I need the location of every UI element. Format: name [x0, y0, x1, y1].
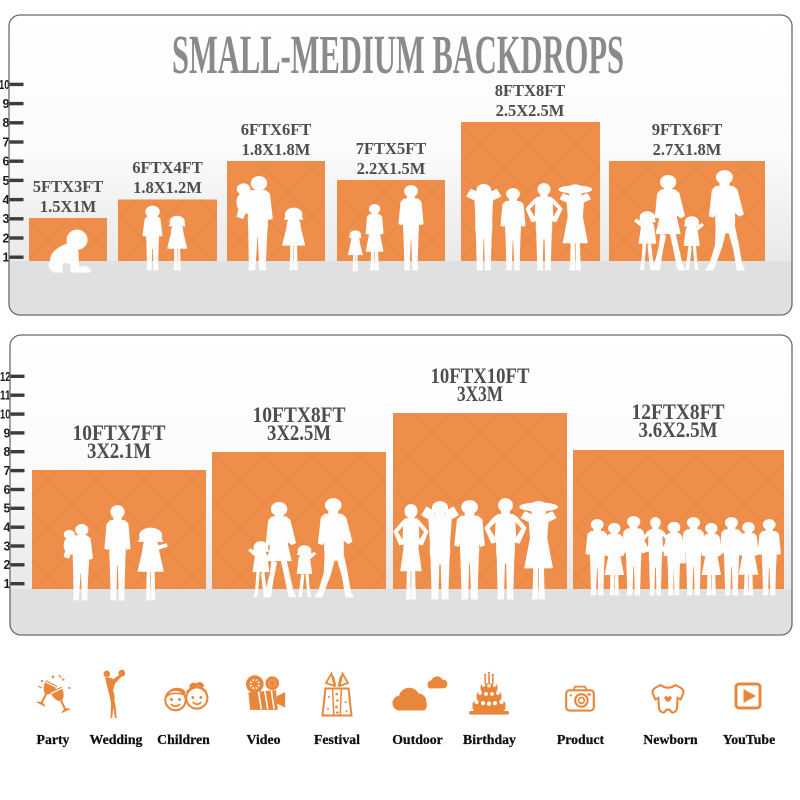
svg-text:9: 9	[3, 97, 10, 111]
svg-text:10: 10	[0, 408, 11, 422]
svg-text:3X2.5M: 3X2.5M	[267, 420, 331, 445]
svg-text:3X2.1M: 3X2.1M	[87, 438, 151, 463]
svg-text:Newborn: Newborn	[643, 732, 698, 747]
svg-text:YouTube: YouTube	[723, 732, 775, 747]
svg-text:1.5X1M: 1.5X1M	[40, 197, 97, 216]
svg-text:SMALL-MEDIUM BACKDROPS: SMALL-MEDIUM BACKDROPS	[172, 24, 624, 85]
svg-text:2: 2	[4, 558, 11, 572]
svg-text:7: 7	[3, 135, 10, 149]
svg-text:12: 12	[0, 370, 11, 384]
svg-text:5: 5	[4, 502, 11, 516]
svg-text:Video: Video	[247, 732, 281, 747]
svg-text:7FTX5FT: 7FTX5FT	[356, 139, 427, 158]
svg-text:12FTX8FT: 12FTX8FT	[632, 399, 725, 424]
svg-text:11: 11	[0, 389, 11, 403]
svg-text:2.2X1.5M: 2.2X1.5M	[357, 159, 426, 178]
svg-text:7: 7	[4, 464, 11, 478]
svg-text:2.7X1.8M: 2.7X1.8M	[653, 140, 722, 159]
svg-text:3: 3	[3, 212, 10, 226]
svg-text:1: 1	[4, 577, 11, 591]
svg-text:2.5X2.5M: 2.5X2.5M	[496, 101, 565, 120]
svg-text:Festival: Festival	[314, 732, 360, 747]
svg-text:3: 3	[4, 539, 11, 553]
svg-text:5FTX3FT: 5FTX3FT	[33, 177, 104, 196]
svg-text:1: 1	[3, 251, 10, 265]
svg-text:8FTX8FT: 8FTX8FT	[495, 81, 566, 100]
svg-text:8: 8	[4, 445, 11, 459]
svg-text:Outdoor: Outdoor	[392, 732, 443, 747]
svg-text:Wedding: Wedding	[90, 732, 143, 747]
svg-text:4: 4	[3, 193, 10, 207]
svg-text:8: 8	[3, 116, 10, 130]
svg-text:6: 6	[4, 483, 11, 497]
svg-text:Party: Party	[37, 732, 70, 747]
svg-text:9FTX6FT: 9FTX6FT	[652, 120, 723, 139]
svg-text:Children: Children	[157, 732, 210, 747]
svg-text:10FTX10FT: 10FTX10FT	[431, 363, 530, 388]
svg-text:9: 9	[4, 426, 11, 440]
svg-text:10: 10	[0, 78, 10, 92]
svg-text:10FTX8FT: 10FTX8FT	[253, 402, 346, 427]
svg-text:6FTX6FT: 6FTX6FT	[241, 120, 312, 139]
svg-text:1.8X1.2M: 1.8X1.2M	[133, 178, 202, 197]
svg-text:3.6X2.5M: 3.6X2.5M	[639, 417, 718, 442]
svg-text:2: 2	[3, 231, 10, 245]
svg-text:1.8X1.8M: 1.8X1.8M	[242, 140, 311, 159]
svg-text:Product: Product	[557, 732, 605, 747]
svg-text:6: 6	[3, 155, 10, 169]
svg-text:4: 4	[4, 521, 11, 535]
svg-text:3X3M: 3X3M	[457, 381, 503, 406]
svg-text:5: 5	[3, 174, 10, 188]
svg-text:10FTX7FT: 10FTX7FT	[73, 420, 166, 445]
svg-text:6FTX4FT: 6FTX4FT	[132, 158, 203, 177]
svg-text:Birthday: Birthday	[463, 732, 516, 747]
